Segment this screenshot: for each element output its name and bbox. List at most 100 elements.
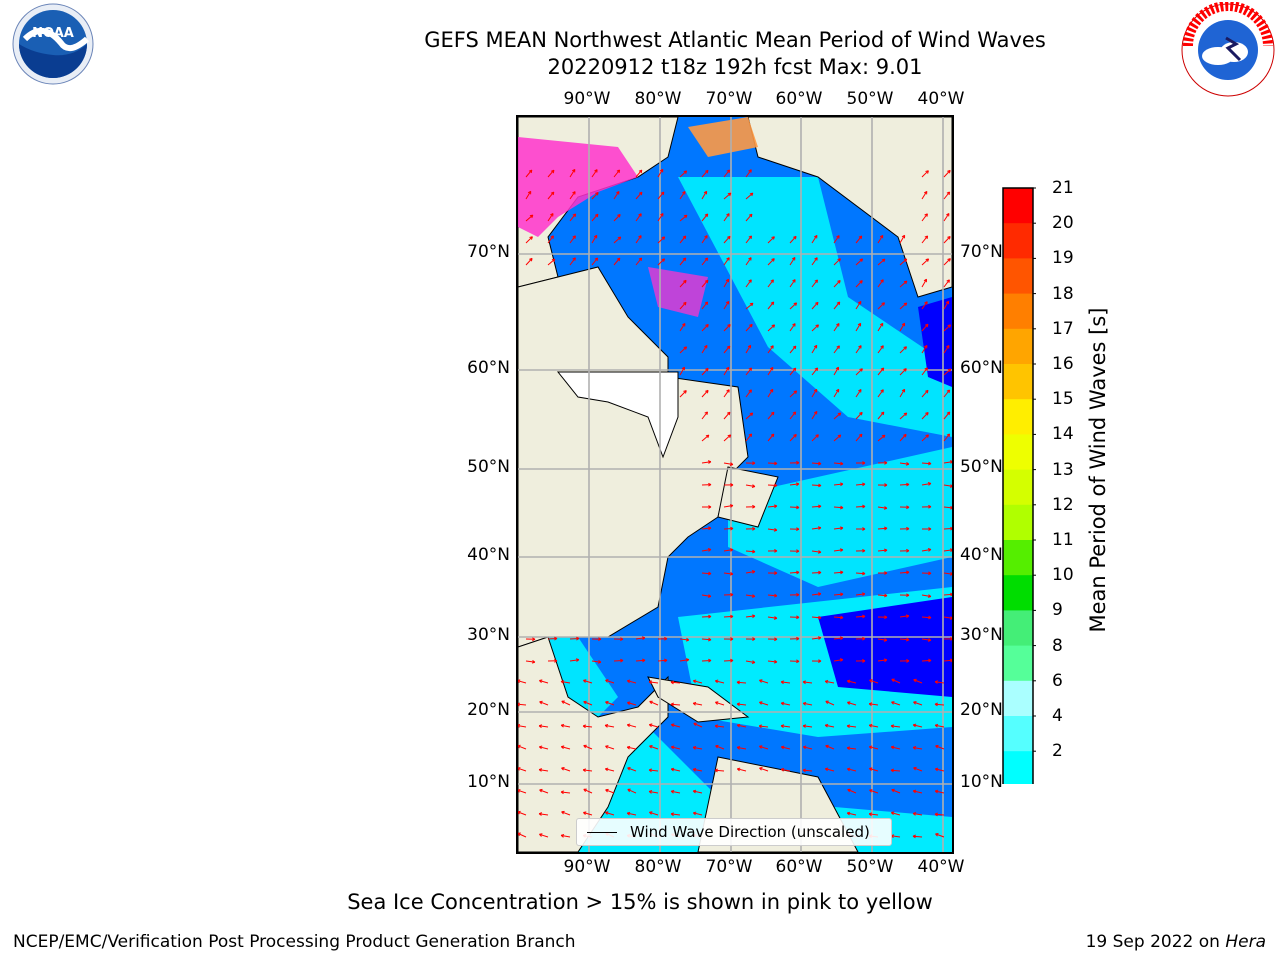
wind-wave-arrow [679, 301, 687, 310]
wind-wave-arrowhead [626, 724, 630, 728]
wind-wave-arrow [745, 169, 752, 178]
wind-wave-arrowhead [752, 594, 756, 597]
wind-wave-arrowhead [518, 832, 521, 837]
wind-wave-arrow [627, 680, 637, 684]
wind-wave-arrow [825, 768, 835, 772]
wind-wave-arrow [767, 660, 777, 663]
wind-wave-arrowhead [594, 257, 598, 260]
wind-wave-arrow [943, 461, 952, 464]
wind-wave-arrowhead [560, 791, 564, 795]
lat-label-right-40n: 40°N [960, 545, 1003, 565]
colorbar-tick-label: 9 [1052, 600, 1063, 621]
wind-wave-arrow [811, 484, 822, 487]
wind-wave-arrow [921, 345, 928, 354]
wind-wave-arrowhead [576, 636, 580, 639]
wind-wave-arrowhead [620, 637, 624, 640]
wind-wave-arrow [671, 790, 681, 794]
wind-wave-arrowhead [708, 637, 712, 641]
wind-wave-arrowhead [759, 679, 762, 683]
wind-wave-arrowhead [949, 486, 952, 488]
wind-wave-arrowhead [924, 301, 928, 304]
wind-wave-arrowhead [730, 462, 734, 465]
wind-wave-arrowhead [726, 213, 730, 216]
wind-wave-arrow [833, 527, 843, 530]
wind-wave-arrow [569, 191, 576, 200]
wind-wave-arrow [921, 235, 928, 244]
wind-wave-arrow [745, 389, 752, 398]
wind-wave-arrowhead [791, 256, 796, 260]
wind-wave-arrow [547, 258, 556, 266]
wind-wave-arrowhead [704, 301, 708, 304]
wind-wave-arrowhead [532, 637, 536, 640]
wind-wave-arrowhead [839, 548, 844, 551]
wind-wave-arrowhead [925, 434, 929, 437]
wind-wave-arrowhead [730, 526, 734, 529]
sea-ice-area [518, 137, 638, 237]
wind-wave-arrowhead [770, 345, 774, 348]
wind-wave-arrow [715, 701, 725, 706]
colorbar-segment [1003, 399, 1033, 435]
wind-wave-arrow [921, 483, 931, 486]
nws-logo-icon [1181, 2, 1275, 97]
wind-wave-arrowhead [752, 660, 756, 663]
wind-wave-arrow [877, 235, 884, 244]
wind-wave-arrowhead [664, 658, 668, 661]
wind-wave-arrowhead [903, 302, 907, 305]
wind-wave-arrow [943, 191, 950, 200]
colorbar-segment [1003, 188, 1033, 224]
wind-wave-arrowhead [859, 368, 863, 370]
wind-wave-arrowhead [934, 681, 938, 684]
sea-ice-footnote: Sea Ice Concentration > 15% is shown in … [347, 890, 933, 914]
wind-wave-arrowhead [620, 658, 624, 661]
wind-wave-arrowhead [817, 592, 822, 595]
wind-wave-arrow [767, 389, 774, 398]
wind-wave-arrow [877, 594, 888, 597]
wind-wave-arrowhead [725, 300, 729, 304]
wind-wave-arrowhead [692, 702, 696, 706]
wind-wave-direction-arrows [518, 168, 952, 839]
wind-wave-arrow [847, 725, 857, 728]
wind-wave-arrowhead [924, 323, 929, 326]
wind-wave-arrow [935, 681, 945, 684]
land-cuba [647, 676, 750, 723]
wind-wave-arrowhead [818, 550, 822, 553]
wind-wave-arrow [781, 768, 791, 772]
wind-wave-arrow [811, 593, 821, 596]
wind-wave-arrow [943, 279, 950, 288]
colorbar-tick-label: 8 [1052, 635, 1063, 656]
lon-label-top-80w: 80°W [634, 89, 682, 109]
wind-wave-arrow [781, 746, 791, 750]
wind-wave-arrow [943, 236, 951, 244]
colorbar-tick-label: 18 [1052, 283, 1074, 304]
wind-wave-arrow [935, 768, 945, 772]
colorbar-tick-label: 11 [1052, 530, 1074, 550]
wind-wave-arrowhead [730, 614, 734, 617]
wind-wave-arrowhead [792, 323, 796, 326]
wind-wave-arrow [803, 725, 813, 728]
wind-wave-arrowhead [880, 367, 884, 370]
wind-wave-arrow [547, 638, 558, 640]
wind-wave-arrowhead [780, 746, 784, 750]
wind-wave-arrow [525, 236, 533, 244]
wind-wave-arrowhead [858, 345, 862, 348]
wind-wave-arrowhead [550, 213, 554, 216]
wind-wave-arrow [723, 192, 732, 200]
wind-wave-arrowhead [692, 790, 696, 794]
wind-wave-arrow [561, 791, 571, 794]
wind-wave-arrow [921, 659, 932, 662]
wind-wave-arrowhead [638, 257, 642, 260]
wind-wave-arrowhead [730, 571, 734, 575]
wind-wave-arrowhead [518, 724, 521, 726]
wind-wave-arrowhead [836, 235, 840, 238]
wind-wave-arrowhead [946, 191, 950, 194]
wind-wave-arrow [701, 594, 711, 597]
wind-wave-arrowhead [682, 257, 686, 260]
wind-wave-arrowhead [560, 681, 564, 684]
wind-wave-arrowhead [707, 460, 712, 463]
wind-wave-arrow [561, 811, 571, 816]
wind-wave-arrow [899, 389, 906, 398]
colorbar-tick-label: 13 [1052, 459, 1074, 480]
wind-wave-arrow [833, 659, 843, 662]
wind-wave-arrow [913, 790, 923, 794]
wind-wave-arrowhead [928, 594, 932, 597]
